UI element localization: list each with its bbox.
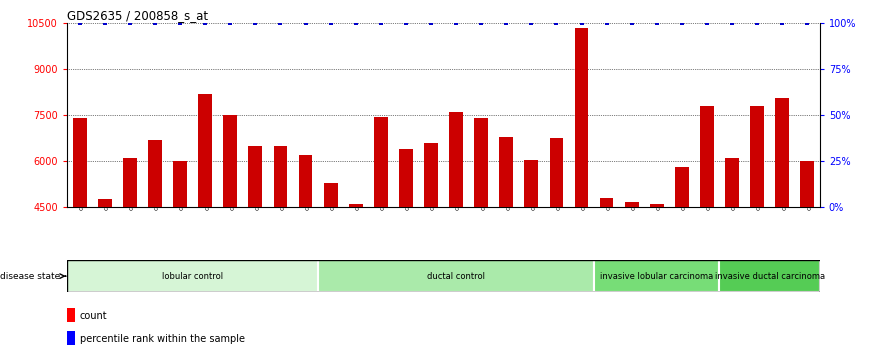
Bar: [198, 93, 212, 345]
Text: GSM134704: GSM134704: [757, 172, 762, 210]
Bar: [524, 160, 538, 345]
Text: GSM134689: GSM134689: [632, 172, 637, 210]
Bar: [173, 161, 187, 345]
Bar: [549, 138, 564, 345]
Text: GSM134586: GSM134586: [80, 172, 85, 210]
Bar: [298, 155, 313, 345]
Bar: [800, 161, 814, 345]
Text: GSM134688: GSM134688: [130, 172, 135, 210]
Text: GSM134695: GSM134695: [682, 172, 687, 210]
Bar: [700, 106, 714, 345]
Text: ductal control: ductal control: [427, 272, 485, 281]
Text: GSM134693: GSM134693: [431, 172, 436, 210]
Bar: [273, 146, 288, 345]
Bar: [449, 112, 463, 345]
Text: GDS2635 / 200858_s_at: GDS2635 / 200858_s_at: [67, 9, 209, 22]
Bar: [399, 149, 413, 345]
Bar: [725, 158, 739, 345]
Text: disease state: disease state: [0, 272, 65, 281]
Bar: [98, 199, 112, 345]
Bar: [594, 260, 719, 292]
Text: GSM134588: GSM134588: [356, 172, 361, 210]
Text: GSM134697: GSM134697: [205, 172, 211, 210]
Text: invasive lobular carcinoma: invasive lobular carcinoma: [600, 272, 713, 281]
Text: GSM134687: GSM134687: [381, 172, 386, 210]
Text: lobular control: lobular control: [162, 272, 223, 281]
Bar: [625, 202, 639, 345]
Bar: [123, 158, 137, 345]
Bar: [349, 204, 363, 345]
Text: GSM134690: GSM134690: [406, 172, 411, 210]
Bar: [719, 260, 820, 292]
Bar: [424, 143, 438, 345]
Bar: [675, 167, 689, 345]
Text: GSM134707: GSM134707: [782, 172, 788, 210]
Bar: [318, 260, 594, 292]
Bar: [574, 28, 589, 345]
Text: GSM134702: GSM134702: [506, 172, 512, 210]
Text: count: count: [80, 311, 108, 321]
Bar: [374, 116, 388, 345]
Text: GSM134584: GSM134584: [331, 172, 336, 210]
Bar: [599, 198, 614, 345]
Bar: [223, 115, 237, 345]
Text: GSM134700: GSM134700: [230, 172, 236, 210]
Bar: [148, 139, 162, 345]
Text: GSM134709: GSM134709: [306, 172, 311, 210]
Text: GSM134587: GSM134587: [582, 172, 587, 210]
Text: GSM134708: GSM134708: [556, 172, 562, 210]
Bar: [323, 183, 338, 345]
Text: GSM134694: GSM134694: [180, 172, 185, 210]
Bar: [750, 106, 764, 345]
Bar: [775, 98, 789, 345]
Bar: [67, 308, 75, 322]
Bar: [499, 137, 513, 345]
Text: GSM134699: GSM134699: [481, 172, 487, 210]
Text: GSM134589: GSM134589: [105, 172, 110, 210]
Text: percentile rank within the sample: percentile rank within the sample: [80, 333, 245, 344]
Bar: [67, 331, 75, 344]
Text: GSM134706: GSM134706: [280, 172, 286, 210]
Bar: [67, 260, 318, 292]
Bar: [73, 118, 87, 345]
Bar: [650, 204, 664, 345]
Text: GSM134698: GSM134698: [707, 172, 712, 210]
Text: GSM134692: GSM134692: [657, 172, 662, 210]
Text: GSM134591: GSM134591: [607, 172, 612, 210]
Text: GSM134696: GSM134696: [456, 172, 461, 210]
Text: GSM134691: GSM134691: [155, 172, 160, 210]
Text: GSM134710: GSM134710: [807, 172, 813, 210]
Bar: [474, 118, 488, 345]
Bar: [248, 146, 263, 345]
Text: invasive ductal carcinoma: invasive ductal carcinoma: [715, 272, 824, 281]
Text: GSM134703: GSM134703: [255, 172, 261, 210]
Text: GSM134705: GSM134705: [531, 172, 537, 210]
Text: GSM134701: GSM134701: [732, 172, 737, 210]
